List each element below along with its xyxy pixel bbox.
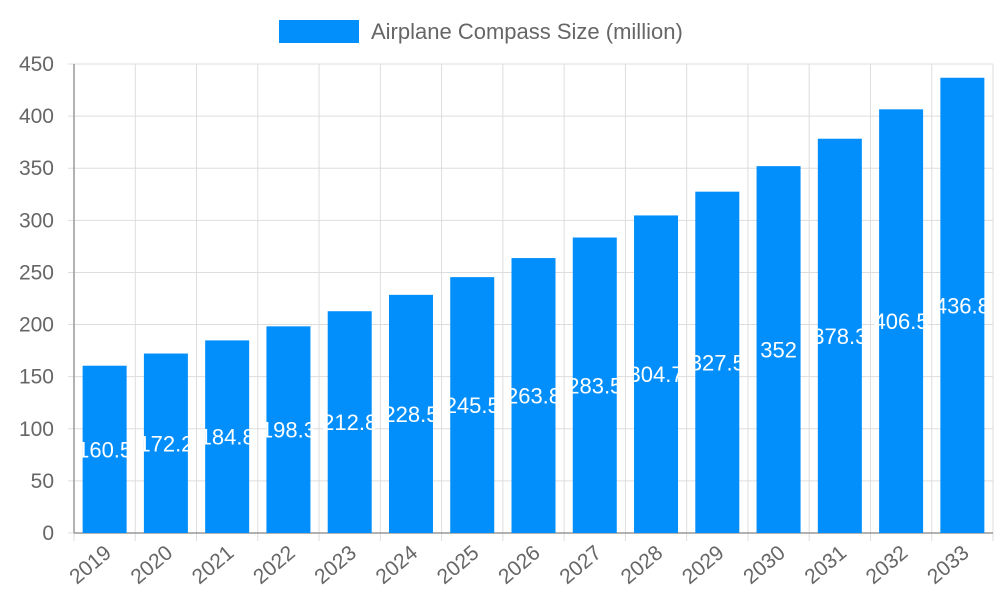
data-label: 198.3 — [261, 418, 316, 443]
x-tick-label: 2026 — [494, 541, 545, 589]
bar — [940, 77, 985, 534]
data-label: 212.8 — [322, 410, 377, 435]
x-tick-label: 2024 — [372, 541, 423, 589]
y-tick-label: 400 — [19, 105, 54, 128]
bar — [511, 258, 556, 533]
data-label: 406.5 — [874, 309, 929, 334]
x-tick-label: 2031 — [800, 541, 851, 589]
bar — [756, 166, 801, 534]
x-tick-label: 2022 — [249, 541, 300, 589]
data-label: 283.5 — [567, 373, 622, 398]
x-tick-label: 2029 — [678, 541, 729, 589]
y-tick-label: 450 — [19, 53, 54, 76]
bar — [388, 294, 433, 533]
bar — [143, 353, 188, 533]
x-tick-label: 2027 — [555, 541, 606, 589]
bar — [266, 326, 311, 533]
bar — [879, 109, 924, 533]
bar — [817, 138, 862, 533]
y-tick-label: 0 — [42, 522, 54, 545]
data-label: 172.2 — [138, 431, 193, 456]
y-tick-label: 350 — [19, 157, 54, 180]
data-label: 436.8 — [935, 293, 990, 318]
data-label: 245.5 — [445, 393, 500, 418]
x-tick-label: 2033 — [923, 541, 974, 589]
x-tick-label: 2019 — [65, 541, 116, 589]
bar — [450, 277, 495, 533]
data-label: 378.3 — [812, 324, 867, 349]
x-tick-label: 2023 — [310, 541, 361, 589]
bar — [205, 340, 250, 533]
y-tick-label: 50 — [31, 470, 54, 493]
y-tick-label: 200 — [19, 314, 54, 337]
data-label: 352 — [760, 338, 797, 363]
data-label: 304.7 — [629, 362, 684, 387]
bar — [634, 215, 679, 534]
data-label: 160.5 — [77, 437, 132, 462]
x-tick-label: 2020 — [127, 541, 178, 589]
bar — [327, 311, 372, 533]
y-tick-label: 250 — [19, 261, 54, 284]
bar — [82, 365, 127, 533]
y-tick-label: 300 — [19, 209, 54, 232]
bar — [572, 237, 617, 533]
data-label: 327.5 — [690, 350, 745, 375]
data-label: 184.8 — [200, 425, 255, 450]
y-tick-label: 100 — [19, 418, 54, 441]
y-tick-label: 150 — [19, 366, 54, 389]
data-label: 263.8 — [506, 384, 561, 409]
x-tick-label: 2025 — [433, 541, 484, 589]
x-tick-label: 2032 — [862, 541, 913, 589]
data-label: 228.5 — [383, 402, 438, 427]
x-tick-label: 2021 — [188, 541, 239, 589]
x-tick-label: 2030 — [739, 541, 790, 589]
legend-label: Airplane Compass Size (million) — [371, 19, 683, 44]
x-tick-label: 2028 — [617, 541, 668, 589]
bar — [695, 191, 740, 533]
legend-swatch — [279, 20, 359, 43]
